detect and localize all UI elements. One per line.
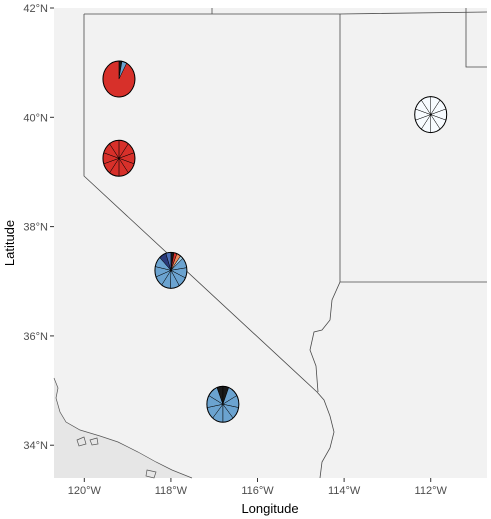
border-nv-ca xyxy=(83,14,318,393)
coastline xyxy=(53,377,193,479)
ocean-area xyxy=(54,378,192,478)
pie-chart xyxy=(414,96,448,134)
border-ut-wy xyxy=(465,8,487,68)
pie-outline xyxy=(206,385,240,423)
pie-chart xyxy=(154,251,188,289)
x-tick-label: 120°W xyxy=(68,485,102,497)
y-tick-label: 40°N xyxy=(23,112,48,124)
island-2 xyxy=(89,437,99,446)
pie-outline xyxy=(154,251,188,289)
x-tick-label: 116°W xyxy=(241,485,274,497)
axes: 120°W 118°W 116°W 114°W 112°W 34°N 36°N 38°N 40… xyxy=(2,3,447,516)
x-axis-ticks: 120°W 118°W 116°W 114°W 112°W xyxy=(68,478,448,497)
y-axis-ticks: 34°N 36°N 38°N 40°N 42°N xyxy=(23,3,54,452)
x-tick-label: 118°W xyxy=(155,485,188,497)
y-tick-label: 42°N xyxy=(23,3,48,15)
y-tick-label: 38°N xyxy=(23,222,48,234)
pie-chart xyxy=(206,385,240,423)
y-axis-title: Latitude xyxy=(2,220,17,266)
pie-outline xyxy=(414,96,448,134)
x-axis-title: Longitude xyxy=(241,501,298,516)
border-colorado-river xyxy=(309,14,341,393)
island-3 xyxy=(145,469,157,479)
border-nv-az xyxy=(316,391,335,479)
pie-chart xyxy=(102,60,136,98)
pie-outline xyxy=(102,139,136,177)
island-1 xyxy=(76,436,87,447)
y-tick-label: 36°N xyxy=(23,331,48,343)
x-tick-label: 114°W xyxy=(328,485,361,497)
y-tick-label: 34°N xyxy=(23,440,48,452)
x-tick-label: 112°W xyxy=(415,485,448,497)
pie-chart xyxy=(102,139,136,177)
pie-layer xyxy=(102,60,448,423)
border-north xyxy=(84,11,488,15)
pie-outline xyxy=(102,60,136,98)
